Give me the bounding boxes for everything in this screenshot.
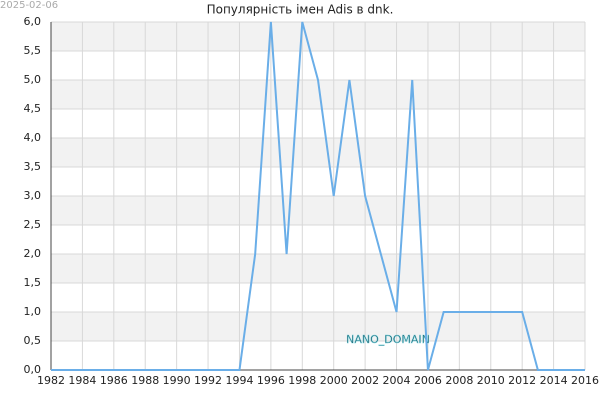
x-tick-label: 1996 [257,374,285,387]
x-tick-label: 2004 [383,374,411,387]
x-tick-label: 1988 [131,374,159,387]
x-tick-label: 2016 [571,374,599,387]
grid-band [51,22,585,51]
y-tick-label: 1,5 [24,276,42,289]
date-stamp: 2025-02-06 [0,0,58,11]
data-line [51,21,585,371]
y-tick-label: 2,5 [24,218,42,231]
y-tick-label: 1,0 [24,305,42,318]
y-tick-label: 6,0 [24,15,42,28]
x-tick-label: 1990 [163,374,191,387]
grid-band [51,254,585,283]
x-tick-label: 2000 [320,374,348,387]
x-tick-label: 2012 [508,374,536,387]
x-tick-label: 1982 [37,374,65,387]
chart-title: Популярність імен Adis в dnk. [207,3,394,17]
y-tick-label: 5,0 [24,73,42,86]
grid-band [51,312,585,341]
y-tick-label: 0,0 [24,363,42,376]
watermark: NANO_DOMAIN [346,333,430,346]
x-tick-label: 2006 [414,374,442,387]
y-tick-label: 0,5 [24,334,42,347]
grid-band [51,196,585,225]
x-tick-label: 1992 [194,374,222,387]
y-tick-label: 2,0 [24,247,42,260]
x-tick-label: 1994 [225,374,253,387]
x-tick-label: 2014 [540,374,568,387]
x-tick-label: 2010 [477,374,505,387]
y-tick-label: 3,0 [24,189,42,202]
y-tick-label: 3,5 [24,160,42,173]
y-tick-label: 4,5 [24,102,42,115]
grid-band [51,138,585,167]
x-tick-label: 2008 [445,374,473,387]
x-tick-label: 1986 [100,374,128,387]
y-tick-label: 5,5 [24,44,42,57]
x-tick-label: 1984 [68,374,96,387]
y-tick-label: 4,0 [24,131,42,144]
x-tick-label: 2002 [351,374,379,387]
x-tick-label: 1998 [288,374,316,387]
